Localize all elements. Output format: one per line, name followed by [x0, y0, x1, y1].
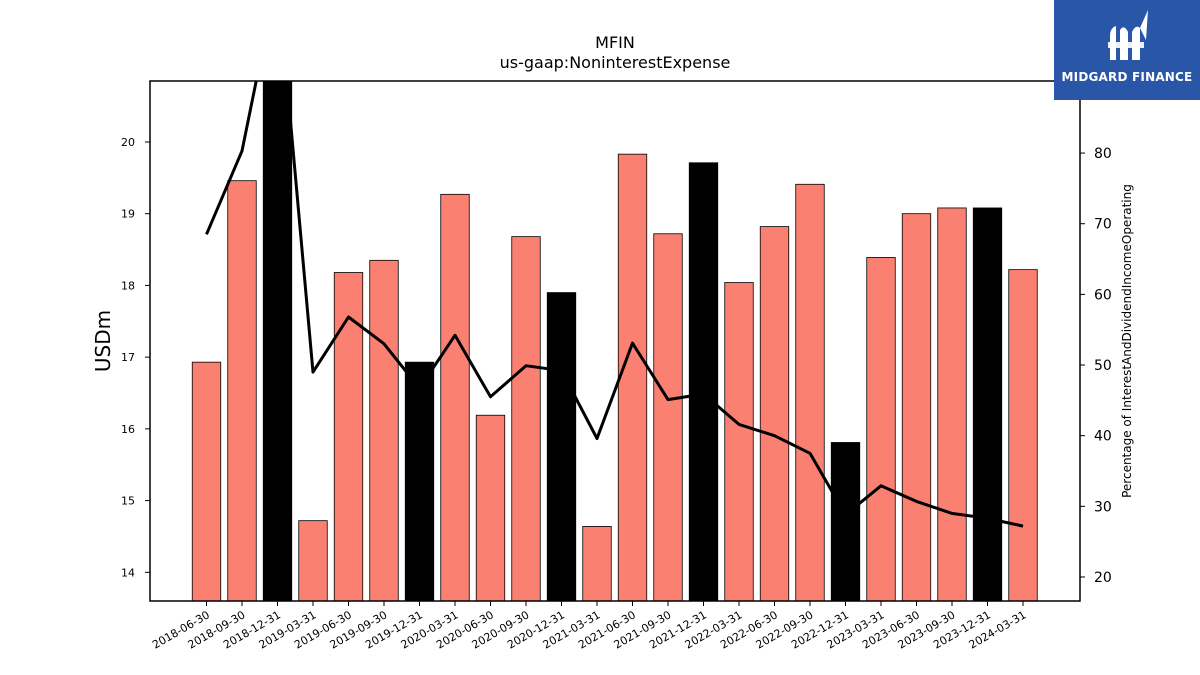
- y-tick-label: 18: [121, 279, 135, 292]
- bar-2022-09-30: [795, 183, 825, 601]
- bar-2020-12-31: [546, 292, 577, 601]
- y-tick-label: 15: [121, 495, 135, 508]
- y-tick-label: 20: [121, 136, 135, 149]
- bar-group: [191, 81, 1038, 601]
- y2-tick-label: 80: [1094, 146, 1112, 162]
- y2-tick-label: 50: [1094, 358, 1112, 374]
- y-tick-label: 19: [121, 208, 135, 221]
- bar-2022-06-30: [759, 226, 790, 601]
- bar-2023-03-31: [866, 257, 896, 601]
- brand-logo: MIDGARD FINANCE: [1054, 0, 1200, 100]
- bar-2018-06-30: [191, 361, 222, 601]
- bar-2023-12-31: [972, 207, 1003, 601]
- y2-tick-label: 60: [1094, 287, 1112, 303]
- y-tick-label: 14: [121, 566, 135, 579]
- bar-2021-06-30: [617, 153, 648, 601]
- bar-2018-12-31: [262, 81, 293, 601]
- y2-tick-label: 70: [1094, 217, 1112, 233]
- y-axis-right: 20 30 40 50 60 70 80: [1080, 146, 1112, 586]
- logo-text: MIDGARD FINANCE: [1061, 70, 1193, 84]
- bar-2021-09-30: [653, 233, 683, 601]
- bar-2021-03-31: [582, 526, 612, 601]
- bar-2023-09-30: [937, 207, 967, 601]
- bar-2019-09-30: [369, 259, 399, 601]
- y-tick-label: 16: [121, 423, 135, 436]
- x-axis: 2018-06-302018-09-302018-12-312019-03-31…: [150, 601, 1029, 652]
- y2-tick-label: 20: [1094, 570, 1112, 586]
- chart-subtitle: us-gaap:NoninterestExpense: [500, 53, 731, 72]
- y2-axis-label: Percentage of InterestAndDividendIncomeO…: [1120, 184, 1134, 498]
- bar-2023-06-30: [901, 213, 932, 601]
- y2-tick-label: 30: [1094, 499, 1112, 515]
- bar-2024-03-31: [1008, 269, 1038, 601]
- bar-2020-03-31: [440, 193, 470, 601]
- line-group: [205, 81, 1024, 528]
- bar-2022-12-31: [830, 442, 861, 601]
- y-axis-left: 14 15 16 17 18 19 20: [121, 136, 150, 579]
- y-axis-label: USDm: [91, 310, 115, 372]
- plot-frame: [149, 80, 1081, 602]
- bar-2021-12-31: [688, 162, 719, 601]
- bar-2020-06-30: [475, 414, 506, 601]
- line-series: [205, 81, 1024, 528]
- bar-2019-06-30: [333, 272, 364, 601]
- bar-2019-03-31: [298, 520, 328, 601]
- bar-2022-03-31: [724, 282, 754, 601]
- bar-2019-12-31: [404, 361, 435, 601]
- logo-mark-icon: [1108, 10, 1148, 61]
- chart-title: MFIN: [595, 33, 635, 52]
- y2-tick-label: 40: [1094, 429, 1112, 445]
- bar-2018-09-30: [227, 180, 257, 601]
- bar-2020-09-30: [511, 236, 541, 601]
- y-tick-label: 17: [121, 351, 135, 364]
